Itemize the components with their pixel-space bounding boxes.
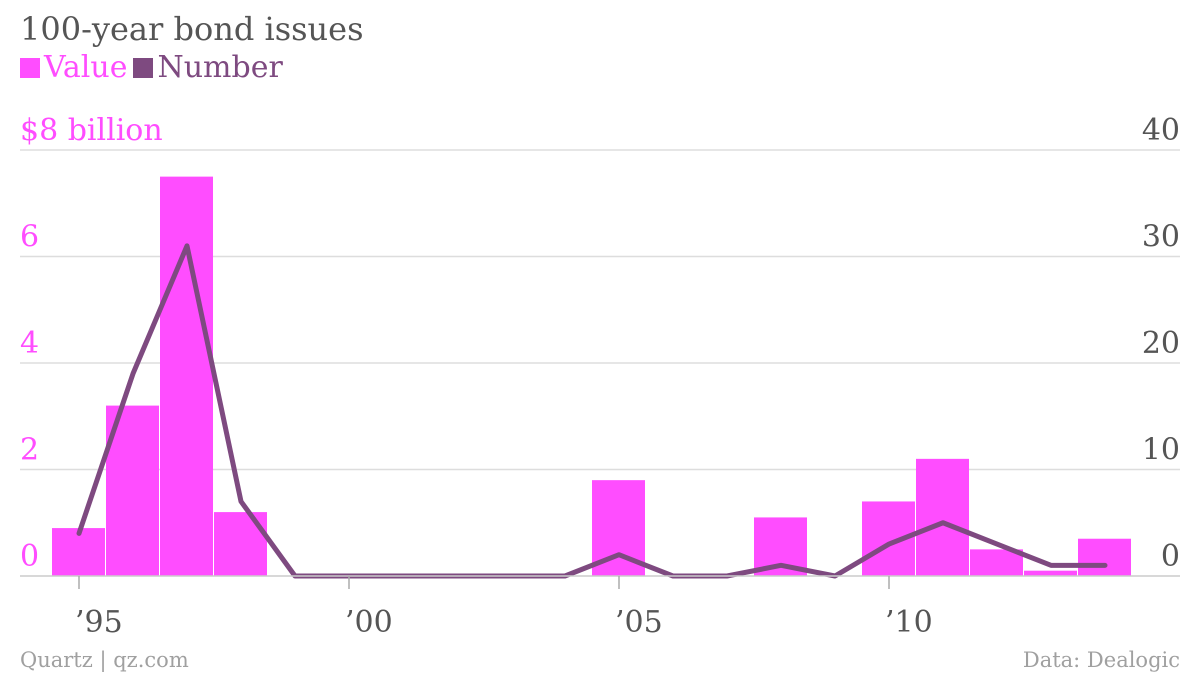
value-bar: [970, 549, 1023, 576]
axes: 0 2 4 6 $8 billion 0 10 20 30 40 ’95 ’00 ’05 ’10: [20, 113, 1180, 640]
y-right-tick-label: 30: [1142, 220, 1180, 255]
y-left-tick-label: $8 billion: [20, 113, 163, 148]
number-series-line: [76, 243, 1108, 579]
y-right-tick-label: 40: [1142, 113, 1180, 148]
chart-legend: Value Number: [20, 50, 289, 85]
value-bar: [1024, 570, 1077, 576]
y-left-tick-label: 6: [20, 220, 39, 255]
legend-swatch-value: [20, 57, 40, 78]
value-bar: [1078, 538, 1131, 576]
y-left-tick-label: 2: [20, 433, 39, 468]
legend-swatch-number: [133, 57, 154, 78]
value-bars: [52, 176, 1131, 576]
y-left-tick-label: 0: [20, 539, 39, 574]
value-bar: [52, 528, 105, 576]
y-left-tick-label: 4: [20, 326, 39, 361]
y-right-tick-label: 20: [1142, 326, 1180, 361]
legend-label-value: Value: [44, 50, 128, 85]
value-bar: [160, 176, 213, 576]
legend-label-number: Number: [157, 50, 283, 85]
x-tick-label: ’05: [615, 605, 663, 640]
chart-title: 100-year bond issues: [20, 10, 364, 48]
legend-item-number: Number: [133, 50, 283, 85]
x-tick-label: ’00: [345, 605, 393, 640]
y-right-tick-label: 10: [1142, 433, 1180, 468]
x-tick-label: ’10: [885, 605, 933, 640]
legend-item-value: Value: [20, 50, 127, 85]
source-credit: Quartz | qz.com: [20, 648, 189, 672]
value-bar: [214, 512, 267, 576]
data-source: Data: Dealogic: [1022, 648, 1180, 672]
y-right-tick-label: 0: [1161, 539, 1180, 574]
x-tick-label: ’95: [75, 605, 123, 640]
value-bar: [916, 458, 969, 576]
